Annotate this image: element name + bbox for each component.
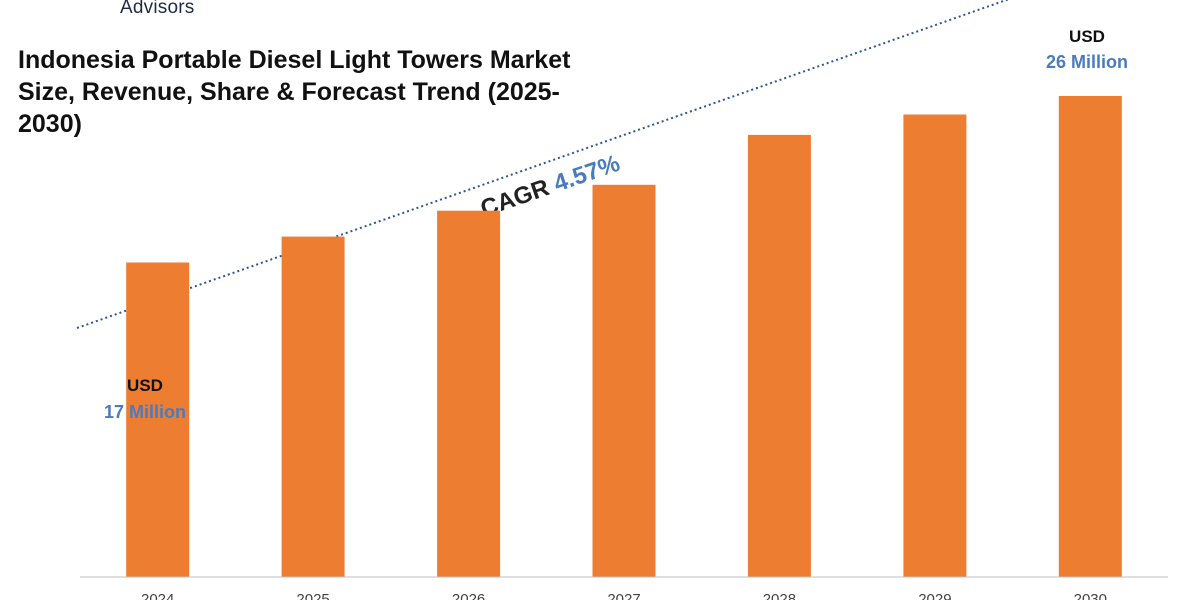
x-tick-2026: 2026: [452, 591, 485, 600]
bar-2030: [1058, 96, 1122, 577]
chart-title: Indonesia Portable Diesel Light Towers M…: [18, 46, 571, 138]
x-tick-labels: 2024 2025 2026 2027 2028 2029 2030: [141, 591, 1107, 600]
bar-2029: [903, 114, 967, 577]
x-tick-2029: 2029: [918, 591, 951, 600]
first-bar-currency: USD: [127, 376, 163, 395]
bar-2028: [747, 134, 811, 577]
first-bar-value: 17 Million: [104, 402, 186, 422]
x-tick-2030: 2030: [1074, 591, 1107, 600]
brand-name: Advisors: [120, 0, 195, 18]
bar-2027: [592, 184, 656, 578]
x-tick-2027: 2027: [607, 591, 640, 600]
x-tick-2028: 2028: [763, 591, 796, 600]
bar-2025: [281, 236, 345, 577]
bar-2024: [126, 262, 190, 577]
bar-2026: [437, 210, 501, 577]
x-tick-2025: 2025: [296, 591, 329, 600]
last-bar-value: 26 Million: [1046, 52, 1128, 72]
last-bar-currency: USD: [1069, 27, 1105, 46]
bars-group: [126, 96, 1122, 578]
cagr-trend-line: [76, 0, 1010, 329]
x-tick-2024: 2024: [141, 591, 174, 600]
